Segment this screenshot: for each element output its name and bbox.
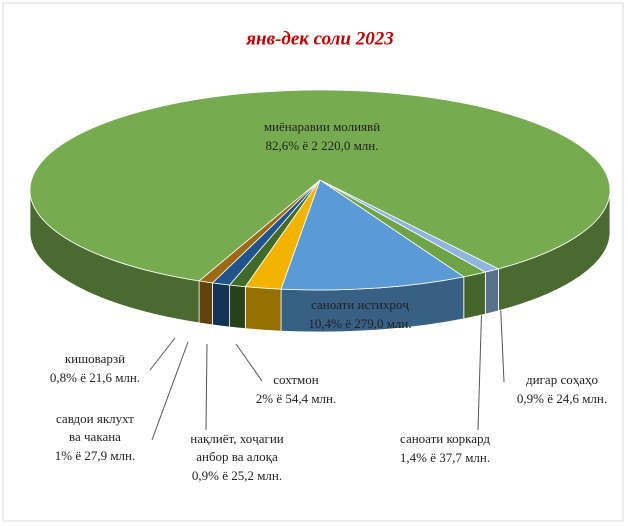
value-label: 1,4% ё 37,7 млн.: [400, 450, 490, 465]
slice-label: кишоварзӣ: [65, 351, 125, 366]
slice-label: анбор ва алоқа: [196, 449, 278, 464]
slice-label: сохтмон: [273, 372, 319, 387]
value-label: 0,8% ё 21,6 млн.: [50, 370, 140, 385]
pie-tops: [29, 89, 611, 291]
slice-label: дигар соҳаҳо: [526, 372, 598, 387]
value-label: 10,4% ё 279,0 млн.: [308, 316, 411, 331]
chart-title: янв-дек соли 2023: [245, 28, 393, 49]
pie-slice-side: [244, 286, 282, 332]
pie-slice-side: [484, 268, 499, 315]
slice-label: саноати истихроҷ: [311, 297, 409, 312]
value-label: 1% ё 27,9 млн.: [55, 448, 136, 463]
pie-slice-side: [229, 284, 246, 330]
pie-slice: [29, 89, 611, 282]
slice-label: ва чакана: [69, 429, 121, 444]
pie-slice-side: [463, 271, 486, 320]
value-label: 0,9% ё 24,6 млн.: [517, 391, 607, 406]
pie-labels: дигар соҳаҳо 0,9% ё 24,6 млн. саноати корк…: [50, 119, 607, 483]
slice-label: савдои яклухт: [56, 411, 134, 426]
slice-label: саноати коркард: [400, 431, 490, 446]
slice-label: нақлиёт, хоҷагии: [190, 431, 284, 446]
pie-slice-side: [212, 282, 231, 328]
pie-slice: [280, 179, 465, 291]
pie-slice-side: [198, 280, 213, 326]
value-label: 2% ё 54,4 млн.: [256, 391, 337, 406]
value-label: 82,6% ё 2 220,0 млн.: [265, 138, 378, 153]
value-label: 0,9% ё 25,2 млн.: [192, 468, 282, 483]
slice-label: миёнаравии молиявӣ: [264, 119, 380, 134]
